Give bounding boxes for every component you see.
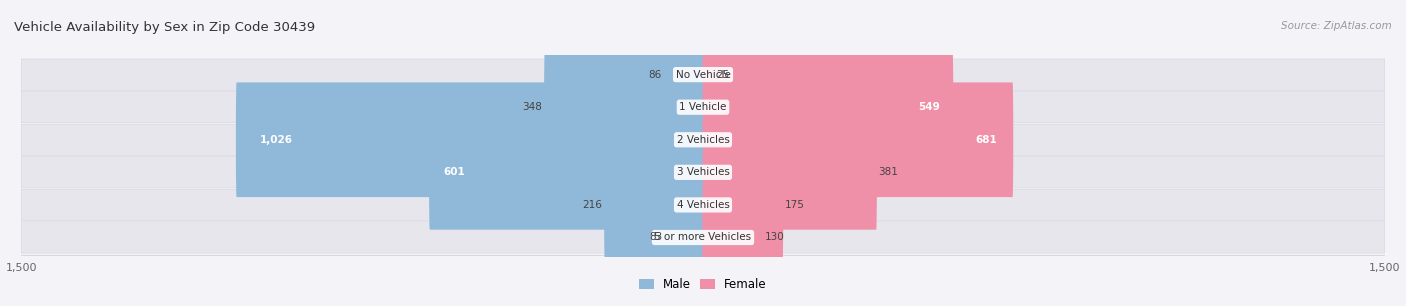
Text: No Vehicle: No Vehicle (675, 70, 731, 80)
FancyBboxPatch shape (605, 147, 703, 262)
Text: Vehicle Availability by Sex in Zip Code 30439: Vehicle Availability by Sex in Zip Code … (14, 21, 315, 34)
FancyBboxPatch shape (703, 82, 1014, 197)
Text: 549: 549 (918, 102, 941, 112)
Text: 83: 83 (650, 233, 664, 242)
FancyBboxPatch shape (236, 82, 703, 197)
Text: 175: 175 (785, 200, 804, 210)
Text: 5 or more Vehicles: 5 or more Vehicles (654, 233, 752, 242)
FancyBboxPatch shape (703, 17, 716, 132)
FancyBboxPatch shape (21, 91, 1385, 123)
Text: 216: 216 (582, 200, 603, 210)
FancyBboxPatch shape (429, 115, 703, 230)
Text: 2 Vehicles: 2 Vehicles (676, 135, 730, 145)
Text: 130: 130 (765, 233, 785, 242)
Text: 4 Vehicles: 4 Vehicles (676, 200, 730, 210)
FancyBboxPatch shape (665, 180, 703, 295)
FancyBboxPatch shape (544, 50, 703, 165)
FancyBboxPatch shape (21, 59, 1385, 90)
FancyBboxPatch shape (703, 115, 877, 230)
Text: Source: ZipAtlas.com: Source: ZipAtlas.com (1281, 21, 1392, 32)
Legend: Male, Female: Male, Female (634, 273, 772, 296)
Text: 601: 601 (443, 167, 465, 177)
Text: 1,026: 1,026 (260, 135, 292, 145)
FancyBboxPatch shape (703, 50, 953, 165)
Text: 348: 348 (523, 102, 543, 112)
Text: 25: 25 (717, 70, 730, 80)
Text: 3 Vehicles: 3 Vehicles (676, 167, 730, 177)
FancyBboxPatch shape (703, 147, 783, 262)
Text: 86: 86 (648, 70, 662, 80)
Text: 381: 381 (879, 167, 898, 177)
Text: 681: 681 (976, 135, 997, 145)
Text: 1 Vehicle: 1 Vehicle (679, 102, 727, 112)
FancyBboxPatch shape (703, 180, 763, 295)
FancyBboxPatch shape (21, 189, 1385, 221)
FancyBboxPatch shape (21, 157, 1385, 188)
FancyBboxPatch shape (21, 124, 1385, 155)
FancyBboxPatch shape (21, 222, 1385, 253)
FancyBboxPatch shape (664, 17, 703, 132)
